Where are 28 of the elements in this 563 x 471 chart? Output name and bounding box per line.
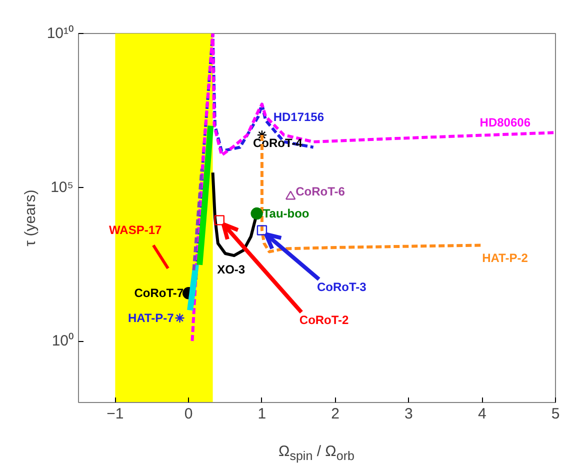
point (174, 312, 185, 324)
point (250, 207, 263, 220)
series-label: XO-3 (217, 262, 246, 277)
series-label: HD80606 (480, 116, 531, 130)
x-tick-label: 0 (184, 406, 193, 422)
series-label: CoRoT-7 (134, 286, 184, 300)
point (285, 190, 296, 200)
x-tick-label: 3 (404, 406, 413, 422)
x-tick-label: −1 (106, 406, 124, 422)
point (256, 225, 268, 236)
point (214, 215, 224, 226)
series-label: HD17156 (273, 110, 324, 124)
series-label: Tau-boo (262, 206, 310, 221)
y-tick-label: 10¹⁰ (46, 25, 74, 42)
x-tick-label: 5 (551, 406, 560, 422)
x-axis-title: Ω$_{spin}$ / Ω$_{orb}$ (278, 442, 354, 465)
x-tick-label: 2 (331, 406, 340, 422)
y-tick-label: 10⁰ (52, 332, 74, 350)
line-series (190, 34, 556, 342)
y-tick-label: 10⁵ (50, 178, 74, 196)
y-axis-title: τ (years) (22, 190, 39, 246)
series-label: HAT-P-2 (482, 251, 528, 266)
series-label: HAT-P-7 (128, 310, 174, 325)
text: CoRoT-3 (316, 280, 367, 294)
x-tick-label: 1 (258, 406, 266, 422)
series-label: CoRoT-6 (296, 184, 346, 199)
x-tick-label: 4 (478, 406, 486, 422)
text: CoRoT-2 (299, 313, 350, 328)
